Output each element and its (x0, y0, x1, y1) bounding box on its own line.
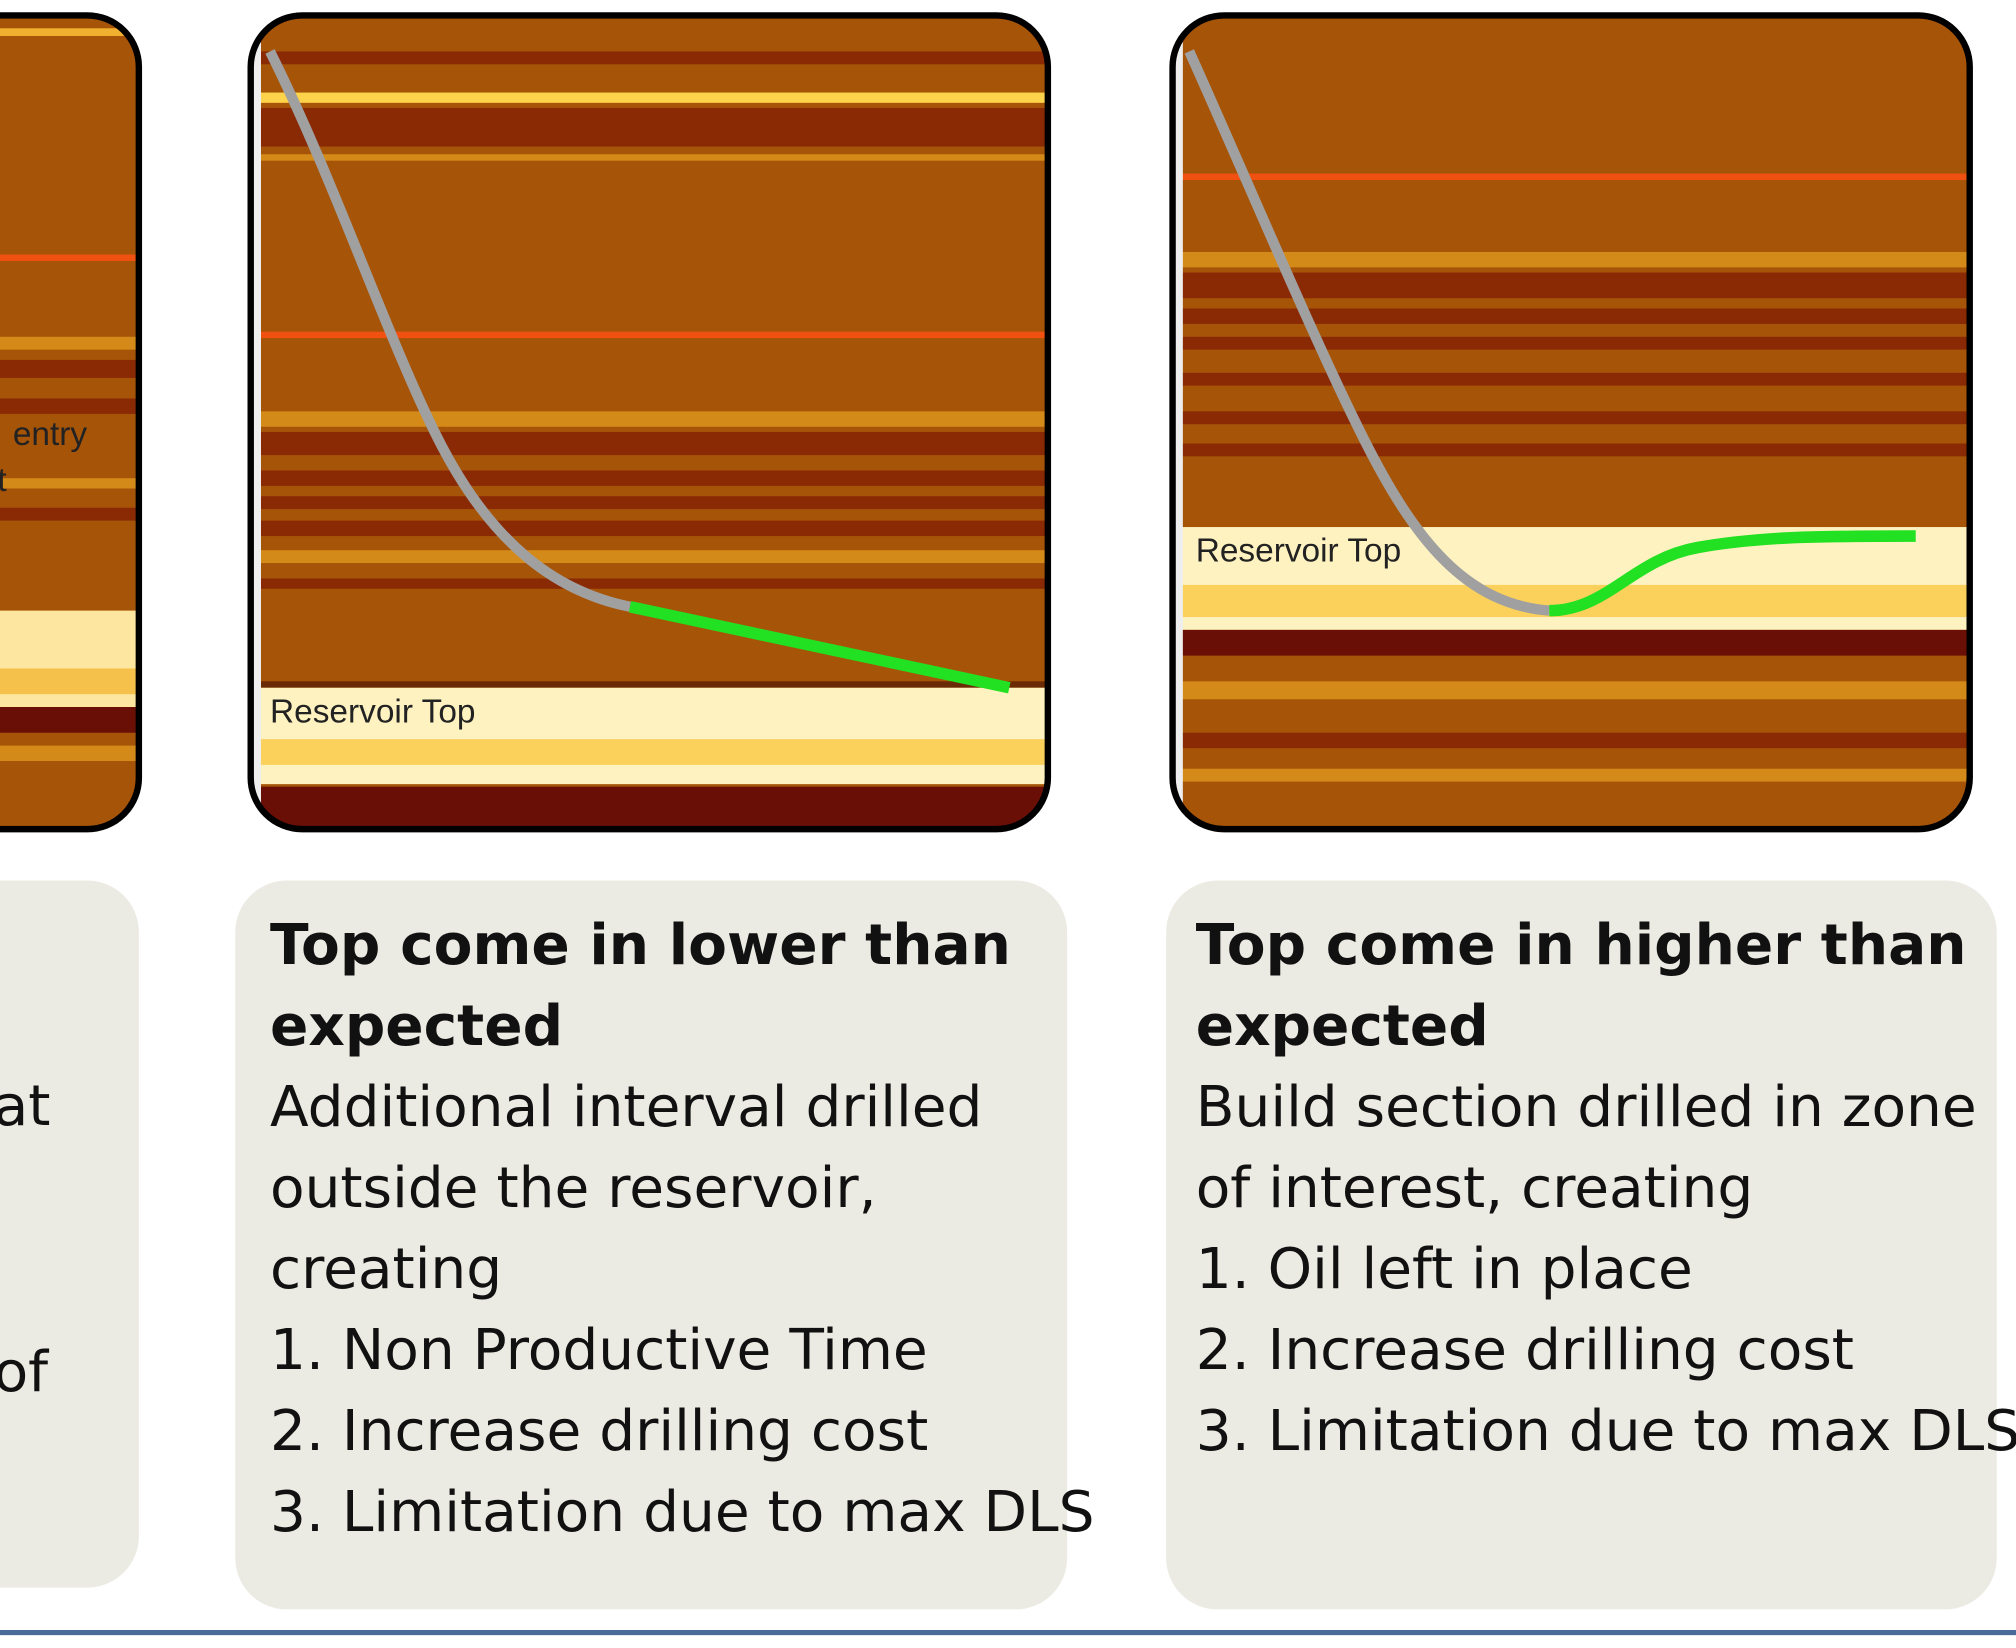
text-box (1166, 880, 1997, 1610)
body-line: outside the reservoir, (270, 1155, 877, 1221)
body-line: of interest, creating (1196, 1155, 1754, 1221)
heading: expected (270, 993, 563, 1059)
panel-frame (1169, 12, 1973, 833)
image-label: entry (13, 416, 88, 453)
panel-b-image (250, 15, 1048, 830)
footer-rule (0, 1630, 2016, 1636)
heading: Top come in lower than (270, 912, 1011, 978)
text-fragment: of (0, 1339, 49, 1405)
panel-a-image (0, 15, 139, 830)
heading: expected (1196, 993, 1489, 1059)
body-line: 1. Non Productive Time (270, 1317, 928, 1383)
body-line: 3. Limitation due to max DLS (270, 1479, 1094, 1545)
body-line: creating (270, 1236, 502, 1302)
text-box (235, 880, 1068, 1610)
panel-c-image (1172, 15, 1970, 830)
text-fragment: at (0, 1073, 50, 1139)
panel-frame (247, 12, 1052, 833)
image-label: Reservoir Top (270, 693, 476, 730)
image-label: Reservoir Top (1196, 533, 1402, 570)
text-lines: Top come in lower than expected Additional… (270, 912, 2016, 1545)
body-line: 2. Increase drilling cost (1196, 1317, 1854, 1383)
panel-frame (0, 12, 143, 833)
body-line: Build section drilled in zone (1196, 1074, 1977, 1140)
body-line: 2. Increase drilling cost (270, 1398, 928, 1464)
heading: Top come in higher than (1196, 912, 1967, 978)
image-label: t (0, 462, 7, 499)
body-line: 1. Oil left in place (1196, 1236, 1693, 1302)
text-box (0, 880, 139, 1588)
body-line: Additional interval drilled (270, 1074, 982, 1140)
body-line: 3. Limitation due to max DLS (1196, 1398, 2016, 1464)
